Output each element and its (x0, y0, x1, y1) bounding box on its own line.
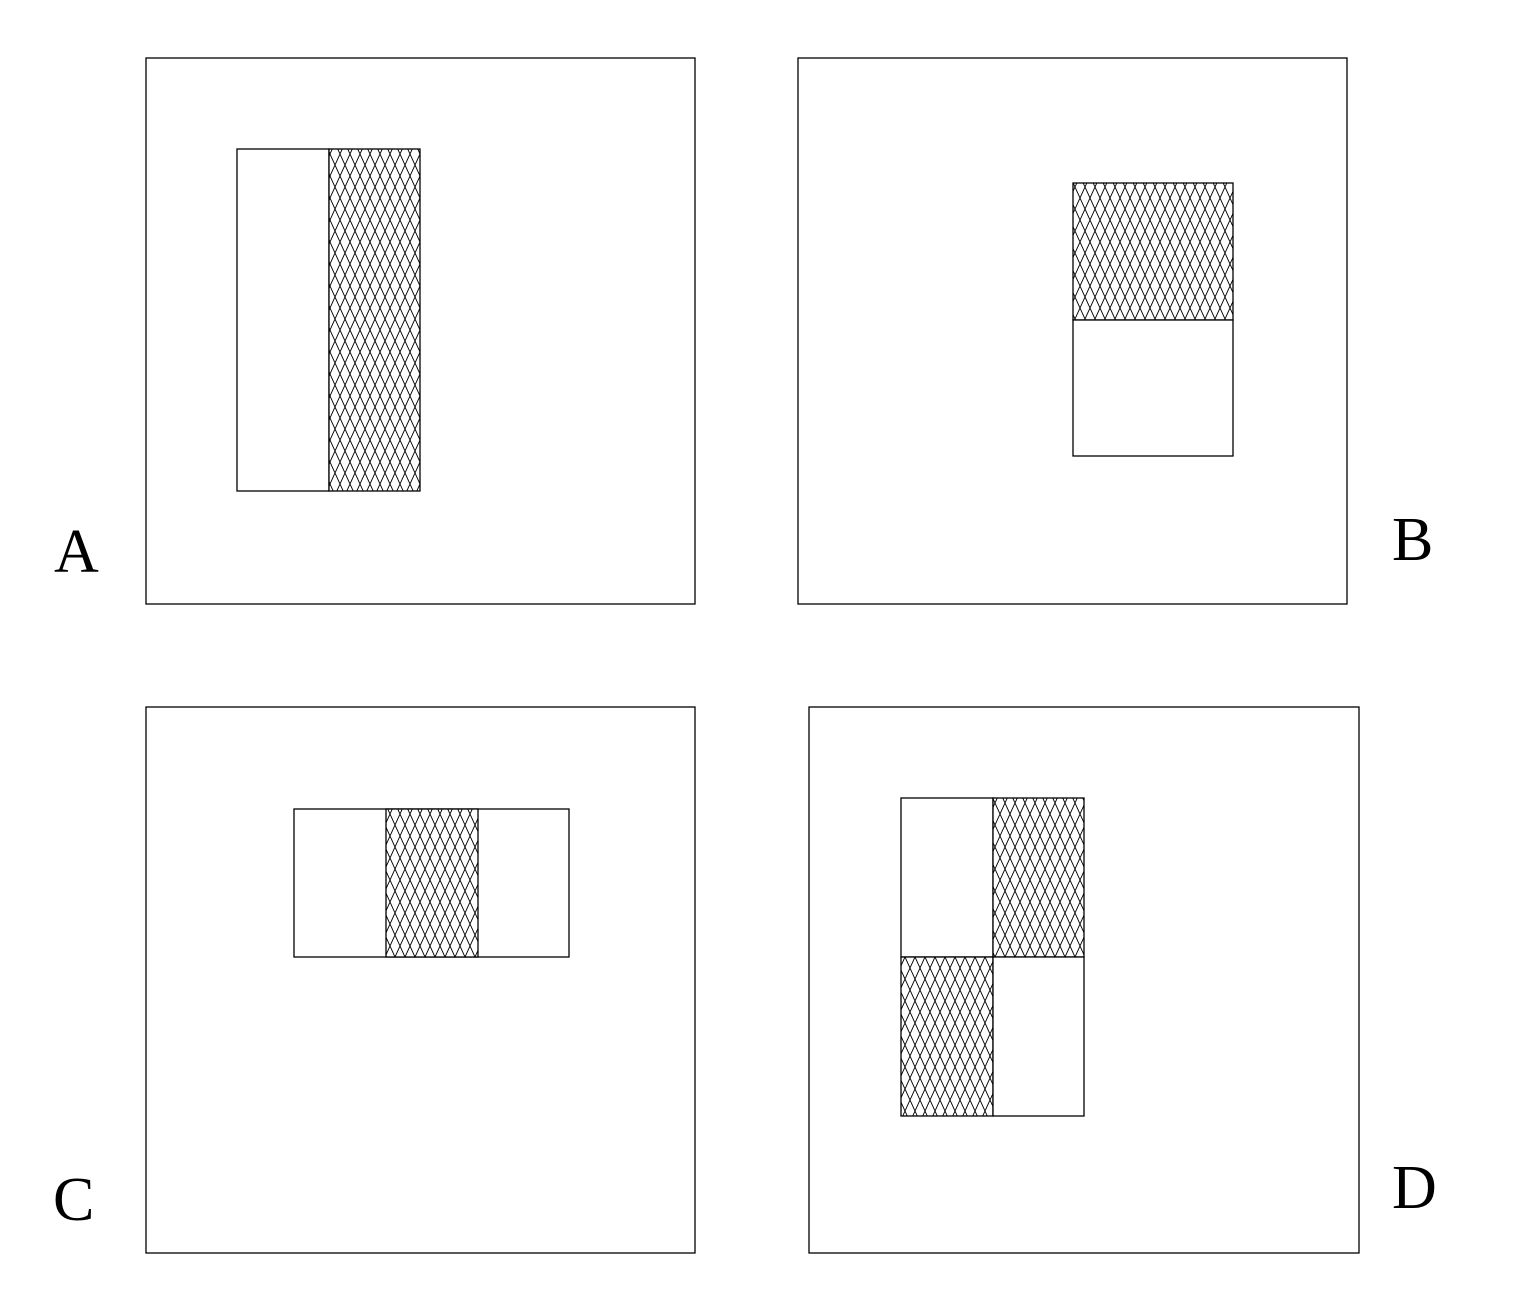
hatched-region (992, 797, 1085, 958)
panel-label: B (1392, 506, 1433, 574)
panel-d: D (808, 706, 1437, 1254)
panel-label: C (53, 1166, 94, 1234)
white-region (900, 797, 994, 958)
panel-c: C (53, 706, 696, 1254)
panel-b: B (797, 57, 1433, 605)
white-region (992, 956, 1085, 1117)
frame (808, 706, 1360, 1254)
panel-label: D (1392, 1154, 1437, 1222)
panel-label: A (54, 518, 99, 586)
hatched-region (385, 808, 479, 958)
hatched-region (1072, 182, 1234, 321)
hatched-region (900, 956, 994, 1117)
white-region (1072, 319, 1234, 457)
frame (797, 57, 1348, 605)
panel-a: A (54, 57, 696, 605)
frame (145, 706, 696, 1254)
white-region (236, 148, 330, 492)
hatched-region (328, 148, 421, 492)
frame (145, 57, 696, 605)
